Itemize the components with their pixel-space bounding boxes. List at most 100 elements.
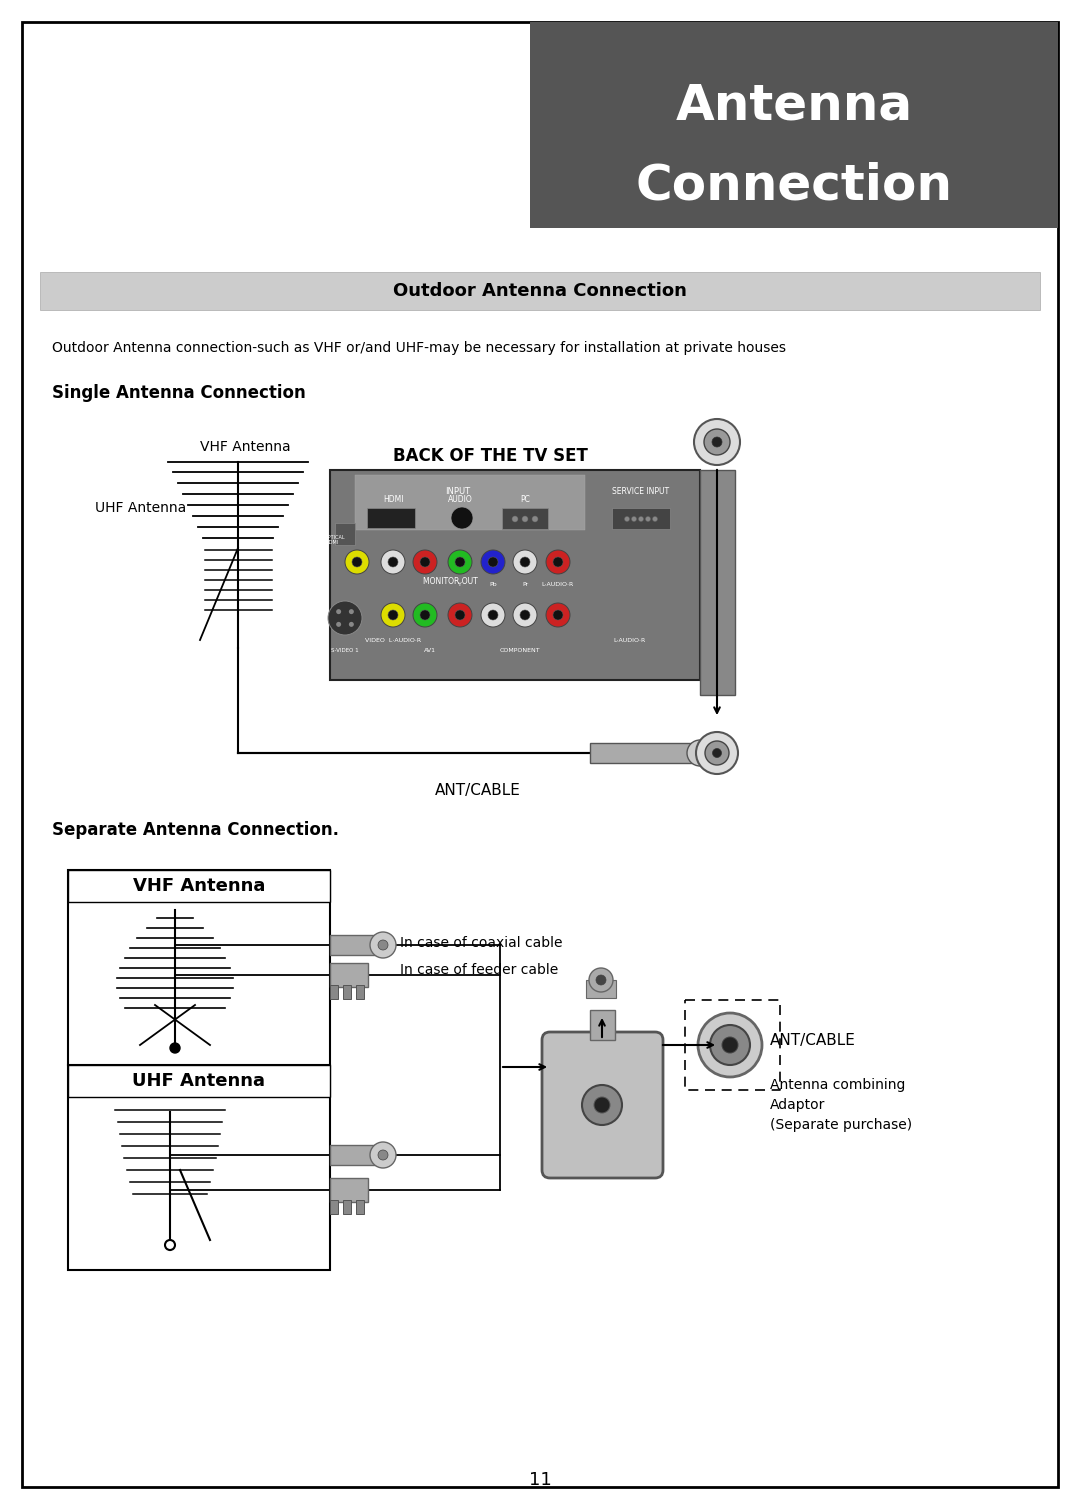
Circle shape [381, 550, 405, 574]
Circle shape [378, 940, 388, 949]
Text: PC: PC [521, 496, 530, 505]
Circle shape [513, 550, 537, 574]
Circle shape [413, 603, 437, 627]
Circle shape [522, 515, 528, 521]
Bar [68, 870, 330, 903]
Text: Separate Antenna Connection.: Separate Antenna Connection. [52, 821, 339, 839]
Bar [367, 508, 415, 527]
Circle shape [513, 603, 537, 627]
Circle shape [723, 1037, 738, 1053]
Circle shape [594, 1097, 610, 1114]
Circle shape [420, 558, 430, 567]
Text: COMPONENT: COMPONENT [500, 648, 540, 653]
Text: VHF Antenna: VHF Antenna [200, 440, 291, 454]
Text: Pb: Pb [489, 583, 497, 588]
Text: In case of coaxial cable: In case of coaxial cable [400, 936, 563, 949]
Text: AUDIO: AUDIO [447, 496, 472, 505]
Bar [700, 470, 735, 695]
Circle shape [381, 603, 405, 627]
Text: INPUT: INPUT [445, 487, 471, 496]
Circle shape [345, 550, 369, 574]
Circle shape [488, 610, 498, 619]
Text: HDMI: HDMI [382, 496, 403, 505]
Text: AV1: AV1 [424, 648, 436, 653]
Circle shape [349, 622, 354, 627]
Text: UHF Antenna: UHF Antenna [133, 1071, 266, 1090]
Circle shape [546, 550, 570, 574]
Text: OPTICAL
HDMI: OPTICAL HDMI [325, 535, 346, 546]
Bar [343, 1200, 351, 1215]
Circle shape [349, 609, 354, 615]
Text: Single Antenna Connection: Single Antenna Connection [52, 384, 306, 402]
Text: MONITOR OUT: MONITOR OUT [422, 577, 477, 586]
Circle shape [451, 506, 473, 529]
Text: SERVICE INPUT: SERVICE INPUT [612, 487, 670, 496]
Circle shape [519, 558, 530, 567]
Circle shape [582, 1085, 622, 1126]
Text: S-VIDEO 1: S-VIDEO 1 [332, 648, 359, 653]
Bar [330, 986, 338, 999]
Circle shape [420, 610, 430, 619]
Circle shape [455, 610, 465, 619]
Circle shape [705, 741, 729, 766]
Circle shape [488, 558, 498, 567]
Circle shape [165, 1240, 175, 1249]
Bar [330, 1178, 368, 1203]
Text: Antenna: Antenna [675, 81, 913, 130]
Circle shape [481, 603, 505, 627]
Bar [330, 963, 368, 987]
Bar [40, 271, 1040, 310]
Circle shape [378, 1150, 388, 1160]
Text: ANT/CABLE: ANT/CABLE [770, 1032, 855, 1047]
Circle shape [455, 558, 465, 567]
Circle shape [553, 610, 563, 619]
Text: L·AUDIO·R: L·AUDIO·R [542, 583, 575, 588]
Circle shape [687, 740, 713, 766]
Text: Antenna combining
Adaptor
(Separate purchase): Antenna combining Adaptor (Separate purc… [770, 1079, 913, 1132]
Bar [343, 986, 351, 999]
Circle shape [638, 517, 644, 521]
Text: In case of feeder cable: In case of feeder cable [400, 963, 558, 977]
Text: L·AUDIO·R: L·AUDIO·R [613, 637, 646, 642]
Text: UHF Antenna: UHF Antenna [95, 500, 186, 515]
Circle shape [624, 517, 630, 521]
Text: Pr: Pr [522, 583, 528, 588]
Circle shape [519, 610, 530, 619]
Text: VHF Antenna: VHF Antenna [133, 877, 266, 895]
Bar [355, 475, 585, 530]
Bar [330, 470, 700, 680]
Bar [335, 523, 355, 546]
Bar [590, 1010, 615, 1040]
Circle shape [413, 550, 437, 574]
Bar [330, 1145, 378, 1165]
Circle shape [546, 603, 570, 627]
Bar [68, 1065, 330, 1097]
Circle shape [589, 967, 613, 992]
Bar [586, 980, 616, 998]
Circle shape [652, 517, 658, 521]
Circle shape [696, 732, 738, 775]
Bar [502, 508, 548, 529]
Circle shape [481, 550, 505, 574]
Circle shape [553, 558, 563, 567]
Circle shape [532, 515, 538, 521]
Circle shape [712, 437, 723, 448]
Circle shape [632, 517, 636, 521]
Circle shape [448, 550, 472, 574]
Bar [330, 934, 378, 955]
Text: Outdoor Antenna connection-such as VHF or/and UHF-may be necessary for installat: Outdoor Antenna connection-such as VHF o… [52, 341, 786, 356]
Circle shape [694, 419, 740, 466]
Circle shape [448, 603, 472, 627]
Circle shape [710, 1025, 750, 1065]
Text: BACK OF THE TV SET: BACK OF THE TV SET [393, 448, 588, 466]
Circle shape [646, 517, 650, 521]
Circle shape [336, 622, 341, 627]
Circle shape [370, 1142, 396, 1168]
Bar [590, 743, 697, 763]
Circle shape [512, 515, 518, 521]
Circle shape [328, 601, 362, 634]
Circle shape [352, 558, 362, 567]
FancyBboxPatch shape [542, 1032, 663, 1178]
Text: VIDEO  L·AUDIO·R: VIDEO L·AUDIO·R [365, 637, 421, 642]
Circle shape [336, 609, 341, 615]
